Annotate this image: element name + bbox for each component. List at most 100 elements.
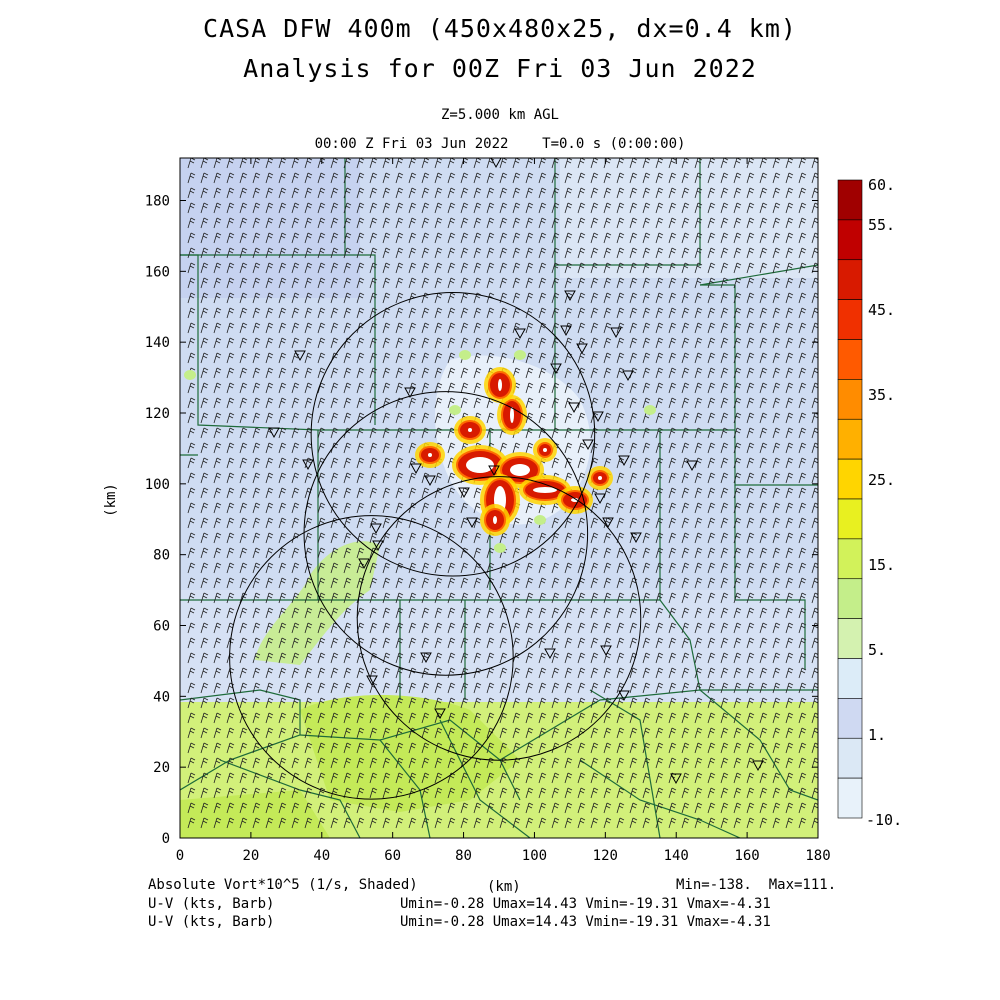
wind-barb: [798, 457, 807, 469]
wind-barb: [382, 217, 391, 229]
wind-barb: [382, 442, 391, 454]
wind-barb: [577, 292, 586, 304]
wind-barb: [408, 457, 417, 469]
wind-barb: [551, 187, 560, 199]
wind-barb: [291, 277, 300, 289]
wind-barb: [369, 172, 378, 184]
wind-barb: [538, 217, 547, 229]
wind-barb: [317, 292, 326, 304]
wind-barb: [707, 262, 716, 274]
wind-barb: [447, 202, 456, 214]
wind-barb: [343, 232, 352, 244]
wind-barb: [382, 232, 391, 244]
wind-barb: [603, 307, 612, 319]
wind-barb: [330, 397, 339, 409]
wind-barb: [746, 292, 755, 304]
wind-barb: [707, 172, 716, 184]
wind-barb: [642, 322, 651, 334]
wind-barb: [395, 502, 404, 514]
wind-barb: [317, 247, 326, 259]
wind-barb: [265, 367, 274, 379]
wind-barb: [759, 277, 768, 289]
wind-barb: [616, 367, 625, 379]
vorticity-core: [498, 379, 502, 391]
wind-barb: [304, 352, 313, 364]
wind-barb: [460, 187, 469, 199]
wind-barb: [239, 427, 248, 439]
wind-barb: [694, 382, 703, 394]
wind-barb: [655, 277, 664, 289]
x-tick-label: 80: [455, 848, 472, 864]
wind-barb: [343, 217, 352, 229]
wind-barb: [759, 367, 768, 379]
wind-barb: [668, 292, 677, 304]
wind-barb: [655, 382, 664, 394]
wind-barb: [421, 232, 430, 244]
wind-barb: [512, 262, 521, 274]
wind-barb: [187, 397, 196, 409]
wind-barb: [499, 337, 508, 349]
wind-barb: [629, 217, 638, 229]
wind-barb: [590, 367, 599, 379]
wind-barb: [213, 502, 222, 514]
wind-barb: [200, 427, 209, 439]
wind-barb: [811, 442, 818, 454]
wind-barb: [759, 202, 768, 214]
wind-barb: [434, 187, 443, 199]
wind-barb: [681, 457, 690, 469]
wind-barb: [369, 412, 378, 424]
wind-barb: [733, 457, 742, 469]
wind-barb: [252, 517, 261, 529]
wind-barb: [317, 337, 326, 349]
wind-barb: [395, 487, 404, 499]
wind-barb: [239, 352, 248, 364]
vorticity-cell: [534, 515, 546, 525]
wind-barb: [759, 442, 768, 454]
wind-label-2: U-V (kts, Barb): [148, 914, 275, 930]
wind-barb: [525, 277, 534, 289]
wind-barb: [382, 412, 391, 424]
wind-barb: [785, 337, 794, 349]
wind-barb: [772, 277, 781, 289]
wind-barb: [434, 232, 443, 244]
wind-barb: [798, 442, 807, 454]
wind-barb: [317, 442, 326, 454]
wind-barb: [265, 337, 274, 349]
y-tick-label: 20: [153, 760, 170, 776]
wind-barb: [499, 262, 508, 274]
wind-barb: [408, 202, 417, 214]
wind-barb: [226, 307, 235, 319]
wind-barb: [291, 307, 300, 319]
wind-barb: [798, 337, 807, 349]
wind-barb: [798, 262, 807, 274]
wind-barb: [551, 427, 560, 439]
wind-barb: [603, 202, 612, 214]
wind-barb: [811, 427, 818, 439]
wind-barb: [460, 382, 469, 394]
x-axis-label: (km): [487, 879, 521, 895]
wind-barb: [603, 427, 612, 439]
wind-barb: [538, 382, 547, 394]
wind-barb: [447, 322, 456, 334]
wind-barb: [785, 262, 794, 274]
wind-barb: [642, 472, 651, 484]
y-tick-label: 100: [145, 477, 170, 493]
wind-barb: [499, 442, 508, 454]
wind-barb: [525, 307, 534, 319]
wind-barb: [720, 247, 729, 259]
wind-barb: [304, 172, 313, 184]
y-tick-label: 140: [145, 335, 170, 351]
wind-barb: [200, 307, 209, 319]
wind-barb: [486, 352, 495, 364]
wind-barb: [538, 397, 547, 409]
wind-barb: [226, 427, 235, 439]
wind-barb: [681, 217, 690, 229]
wind-barb: [317, 172, 326, 184]
wind-barb: [239, 337, 248, 349]
wind-barb: [291, 472, 300, 484]
wind-barb: [746, 187, 755, 199]
wind-barb: [551, 217, 560, 229]
wind-barb: [460, 337, 469, 349]
wind-barb: [343, 277, 352, 289]
wind-barb: [304, 217, 313, 229]
